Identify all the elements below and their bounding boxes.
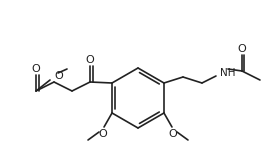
Text: O: O bbox=[169, 129, 177, 139]
Text: O: O bbox=[32, 64, 40, 74]
Text: O: O bbox=[238, 44, 246, 54]
Text: NH: NH bbox=[220, 68, 235, 78]
Text: O: O bbox=[54, 71, 63, 81]
Text: O: O bbox=[99, 129, 108, 139]
Text: O: O bbox=[86, 55, 94, 65]
